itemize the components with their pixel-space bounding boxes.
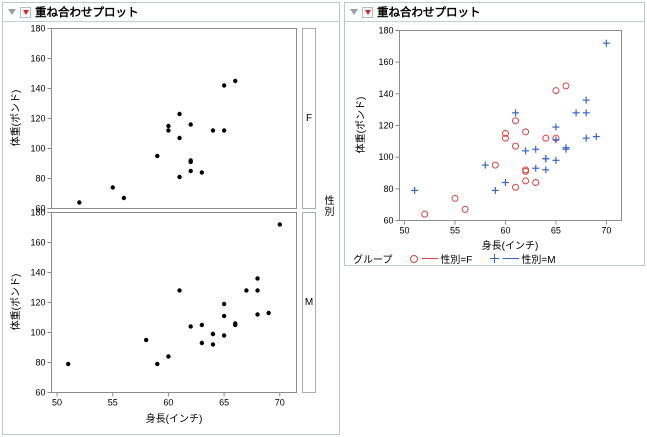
panel-title: 重ね合わせプロット: [377, 7, 481, 19]
x-axis-label: 身長(インチ): [481, 241, 539, 252]
svg-text:160: 160: [378, 57, 393, 67]
svg-text:70: 70: [601, 226, 611, 236]
svg-text:100: 100: [378, 152, 393, 162]
legend-item-m[interactable]: 性別=M: [490, 251, 556, 266]
svg-text:180: 180: [378, 26, 393, 36]
svg-text:60: 60: [500, 226, 510, 236]
grouped-overlay-plot-outline: 重ね合わせプロット 体重(ポンド) 体重(ポンド) 60 80 100 120 140 1…: [2, 2, 340, 435]
svg-text:60: 60: [383, 216, 393, 226]
panel-strip-m-label: M: [304, 297, 314, 308]
panel-strip-m[interactable]: M: [302, 212, 316, 393]
svg-text:70: 70: [275, 398, 285, 408]
svg-text:100: 100: [30, 144, 45, 154]
svg-text:160: 160: [30, 54, 45, 64]
svg-text:140: 140: [30, 268, 45, 278]
disclosure-open-icon[interactable]: [8, 9, 16, 15]
red-triangle-menu-icon[interactable]: [362, 6, 373, 18]
group-by-label: 性別: [322, 195, 333, 217]
legend-item-f-label: 性別=F: [440, 255, 473, 266]
svg-text:140: 140: [30, 84, 45, 94]
x-axis-label-left: 身長(インチ): [145, 414, 203, 425]
panel-title: 重ね合わせプロット: [35, 7, 139, 19]
svg-text:160: 160: [30, 238, 45, 248]
legend-item-f[interactable]: 性別=F: [410, 251, 472, 266]
svg-text:100: 100: [30, 328, 45, 338]
svg-text:60: 60: [35, 204, 45, 214]
legend-marker-plus-icon: [490, 254, 500, 263]
svg-text:80: 80: [35, 174, 45, 184]
legend-item-m-label: 性別=M: [521, 255, 556, 266]
svg-text:60: 60: [163, 398, 173, 408]
svg-text:80: 80: [383, 184, 393, 194]
svg-text:120: 120: [30, 114, 45, 124]
svg-text:180: 180: [30, 24, 45, 34]
svg-text:60: 60: [35, 388, 45, 398]
svg-text:65: 65: [551, 226, 561, 236]
legend: グループ 性別=F 性別=M: [353, 251, 574, 266]
svg-text:55: 55: [450, 226, 460, 236]
disclosure-open-icon[interactable]: [350, 9, 358, 15]
overlay-scatter-plot[interactable]: 60 80 100 120 140 160 180 50 55 60 65 70: [345, 23, 645, 237]
legend-line-m-icon: [503, 258, 520, 259]
panel-strip-f[interactable]: F: [302, 28, 316, 209]
panel-strip-f-label: F: [305, 113, 313, 124]
overlay-plot-outline: 重ね合わせプロット 体重(ポンド) 60 80 100 120 140 160 180 50 5…: [344, 2, 645, 266]
scatter-plot-f[interactable]: 60 80 100 120 140 160 180: [3, 24, 299, 215]
svg-text:120: 120: [378, 121, 393, 131]
legend-line-f-icon: [422, 258, 439, 259]
outline-titlebar: 重ね合わせプロット: [3, 3, 339, 22]
svg-text:50: 50: [52, 398, 62, 408]
legend-group-label: グループ: [353, 255, 393, 266]
svg-text:50: 50: [400, 226, 410, 236]
svg-text:140: 140: [378, 89, 393, 99]
red-triangle-menu-icon[interactable]: [20, 6, 31, 18]
svg-text:80: 80: [35, 358, 45, 368]
scatter-plot-m[interactable]: 60 80 100 120 140 160 180 50 55 60 65 70: [3, 208, 299, 411]
svg-text:180: 180: [30, 208, 45, 218]
svg-text:65: 65: [219, 398, 229, 408]
svg-text:55: 55: [108, 398, 118, 408]
svg-text:120: 120: [30, 298, 45, 308]
legend-marker-circle-icon: [410, 254, 419, 263]
outline-titlebar: 重ね合わせプロット: [345, 3, 644, 22]
